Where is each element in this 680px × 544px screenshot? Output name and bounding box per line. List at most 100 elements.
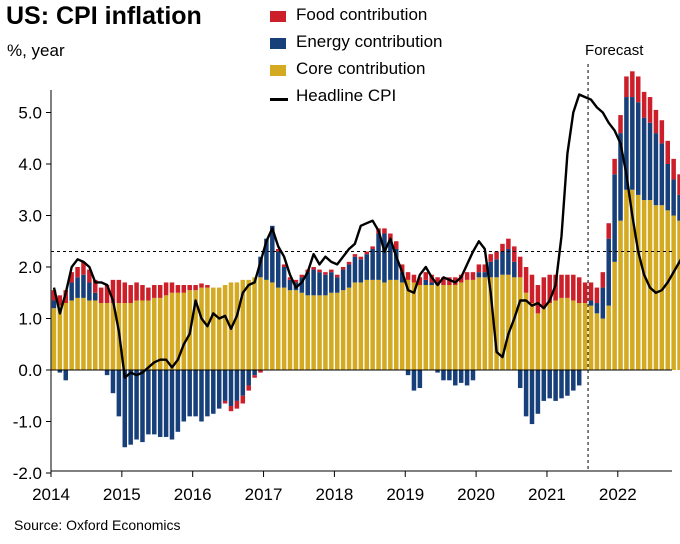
bar-core: [512, 277, 517, 370]
bar-energy: [612, 174, 617, 262]
bar-food: [93, 279, 98, 293]
bar-core: [252, 277, 257, 370]
bar-food: [116, 279, 122, 304]
bar-food: [199, 283, 204, 288]
bar-food: [659, 120, 665, 144]
bar-core: [435, 285, 440, 370]
bar-food: [482, 264, 488, 273]
bar-core: [216, 287, 222, 370]
bar-core: [423, 285, 429, 370]
bar-energy: [270, 225, 275, 283]
bar-food: [252, 375, 257, 378]
bar-energy: [382, 233, 387, 283]
bar-food: [488, 254, 493, 262]
bar-food: [293, 279, 299, 283]
bar-core: [441, 285, 446, 370]
bar-food: [588, 282, 594, 301]
bar-food: [175, 285, 181, 293]
bar-energy: [63, 370, 69, 381]
bar-energy: [411, 370, 417, 391]
bar-core: [340, 290, 346, 370]
bar-core: [128, 303, 133, 370]
bar-food: [606, 223, 611, 239]
bar-food: [340, 267, 346, 270]
bar-food: [51, 290, 57, 301]
bar-energy: [152, 370, 157, 435]
bar-core: [517, 277, 523, 370]
bar-food: [187, 285, 192, 291]
bar-food: [535, 285, 541, 314]
bar-energy: [140, 370, 145, 443]
bar-energy: [258, 256, 263, 278]
bar-core: [382, 282, 387, 370]
bar-energy: [606, 238, 611, 306]
bar-energy: [370, 248, 375, 280]
bar-core: [506, 274, 511, 370]
bar-energy: [535, 370, 541, 414]
bar-energy: [181, 370, 187, 422]
bar-food: [275, 248, 281, 252]
bar-food: [240, 395, 246, 404]
bar-core: [51, 308, 57, 370]
bar-energy: [240, 370, 246, 396]
bar-energy: [453, 370, 458, 386]
bar-energy: [81, 274, 86, 298]
bar-core: [287, 290, 293, 370]
legend-swatch-energy: [270, 38, 286, 49]
bar-food: [163, 282, 169, 296]
bar-food: [258, 370, 263, 373]
bar-core: [600, 318, 606, 370]
bar-food: [146, 287, 151, 301]
bar-energy: [399, 272, 405, 283]
bar-food: [635, 76, 641, 103]
bar-energy: [358, 259, 364, 283]
bar-core: [671, 215, 676, 370]
bar-core: [588, 305, 594, 370]
bar-energy: [441, 370, 446, 381]
bar-energy: [476, 272, 482, 278]
bar-food: [388, 233, 393, 242]
bar-energy: [305, 272, 310, 296]
bar-energy: [364, 254, 369, 280]
bar-core: [146, 300, 151, 370]
bar-core: [163, 295, 169, 370]
bar-core: [464, 279, 470, 370]
bar-energy: [647, 122, 653, 201]
bar-energy: [317, 272, 322, 296]
bar-energy: [588, 300, 594, 306]
bar-food: [157, 285, 163, 298]
bar-core: [553, 300, 558, 370]
x-tick-label: 2019: [386, 485, 424, 504]
bar-core: [571, 300, 576, 370]
bar-food: [618, 115, 623, 134]
bar-energy: [618, 133, 623, 221]
bar-core: [376, 279, 381, 370]
bar-core: [624, 189, 629, 370]
bar-core: [677, 220, 680, 370]
bar-energy: [264, 238, 269, 280]
bar-core: [618, 220, 623, 370]
bar-food: [523, 267, 529, 293]
bar-energy: [659, 143, 665, 206]
bar-core: [535, 313, 541, 370]
bar-food: [181, 285, 187, 293]
bar-food: [234, 400, 240, 409]
bar-energy: [665, 164, 670, 211]
bar-core: [258, 277, 263, 370]
bar-energy: [352, 256, 358, 283]
bar-food: [576, 277, 582, 304]
bar-energy: [600, 287, 606, 319]
bar-food: [565, 274, 570, 298]
bar-energy: [69, 282, 74, 301]
bar-food: [464, 272, 470, 280]
bar-food: [122, 282, 128, 304]
bar-energy: [576, 370, 582, 386]
bar-energy: [571, 370, 576, 391]
bar-energy: [630, 97, 635, 190]
bar-food: [140, 285, 145, 301]
bar-food: [358, 256, 364, 260]
bar-food: [571, 274, 576, 301]
bar-core: [140, 300, 145, 370]
bar-food: [370, 246, 375, 249]
bar-energy: [281, 267, 287, 288]
